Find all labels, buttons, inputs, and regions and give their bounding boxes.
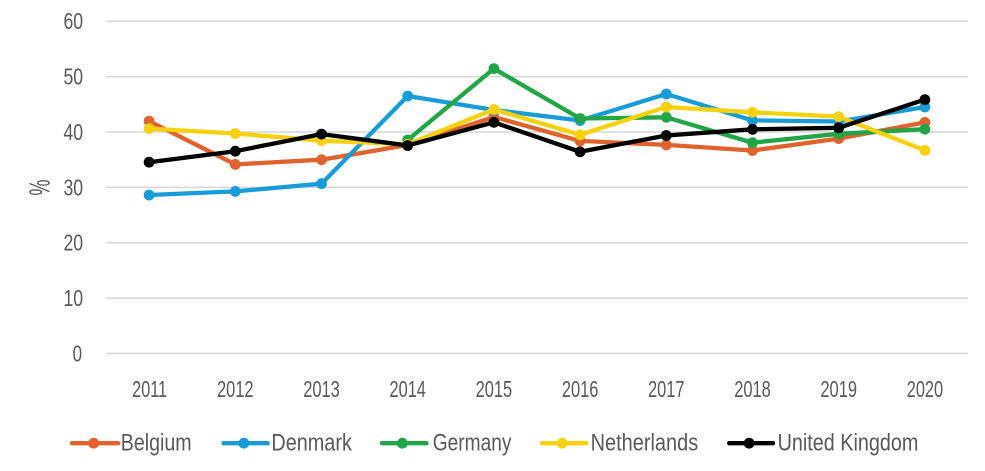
svg-text:2012: 2012 — [217, 377, 254, 402]
svg-text:2020: 2020 — [907, 377, 943, 403]
svg-text:United Kingdom: United Kingdom — [778, 429, 919, 457]
svg-text:2014: 2014 — [390, 377, 426, 403]
svg-text:40: 40 — [64, 120, 84, 146]
svg-text:2019: 2019 — [820, 377, 857, 402]
svg-text:Netherlands: Netherlands — [591, 429, 699, 456]
svg-text:60: 60 — [64, 9, 84, 35]
svg-text:Germany: Germany — [433, 428, 512, 456]
svg-text:2018: 2018 — [734, 377, 771, 402]
svg-text:Belgium: Belgium — [121, 429, 192, 457]
svg-text:2016: 2016 — [562, 377, 599, 402]
svg-text:2011: 2011 — [132, 377, 167, 403]
svg-text:2015: 2015 — [476, 377, 513, 402]
svg-text:Denmark: Denmark — [271, 429, 352, 456]
svg-text:20: 20 — [64, 230, 84, 256]
svg-text:2017: 2017 — [648, 377, 685, 402]
svg-text:10: 10 — [64, 286, 84, 312]
svg-text:%: % — [24, 180, 56, 196]
svg-text:2013: 2013 — [303, 377, 340, 402]
svg-text:0: 0 — [73, 341, 82, 367]
svg-text:50: 50 — [64, 64, 84, 90]
svg-text:30: 30 — [64, 175, 84, 201]
